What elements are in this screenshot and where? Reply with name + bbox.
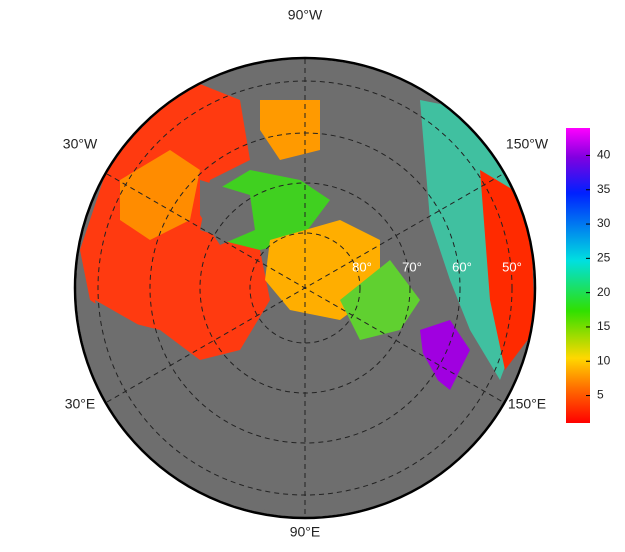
- lon-label: 150°W: [506, 136, 549, 152]
- map-body: [76, 59, 534, 517]
- lon-label: 90°W: [288, 7, 323, 23]
- colorbar-tick-label: 15: [597, 319, 611, 333]
- land: [95, 300, 460, 517]
- colorbar-tick-label: 30: [597, 216, 611, 230]
- graticule: [249, 232, 361, 344]
- graticule: [106, 173, 504, 403]
- map-border: [73, 56, 537, 520]
- colorbar-tick-label: 40: [597, 148, 611, 162]
- colorbar-tick-label: 20: [597, 285, 611, 299]
- colorbar-tick-label: 5: [597, 388, 604, 402]
- lon-label: 30°E: [65, 396, 96, 412]
- data-patch: [480, 170, 534, 370]
- lat-label: 50°: [502, 259, 522, 274]
- lat-label: 80°: [352, 259, 372, 274]
- lon-label: 30°W: [63, 136, 98, 152]
- colorbar: [566, 128, 590, 423]
- lon-label: 150°E: [508, 396, 546, 412]
- colorbar-tick-label: 10: [597, 353, 611, 367]
- lon-label: 90°E: [290, 524, 321, 540]
- colorbar-tick-label: 25: [597, 251, 611, 265]
- lat-label: 60°: [452, 259, 472, 274]
- colorbar-tick-label: 35: [597, 182, 611, 196]
- land: [200, 180, 255, 245]
- lat-label: 70°: [402, 259, 422, 274]
- data-patch: [120, 150, 200, 240]
